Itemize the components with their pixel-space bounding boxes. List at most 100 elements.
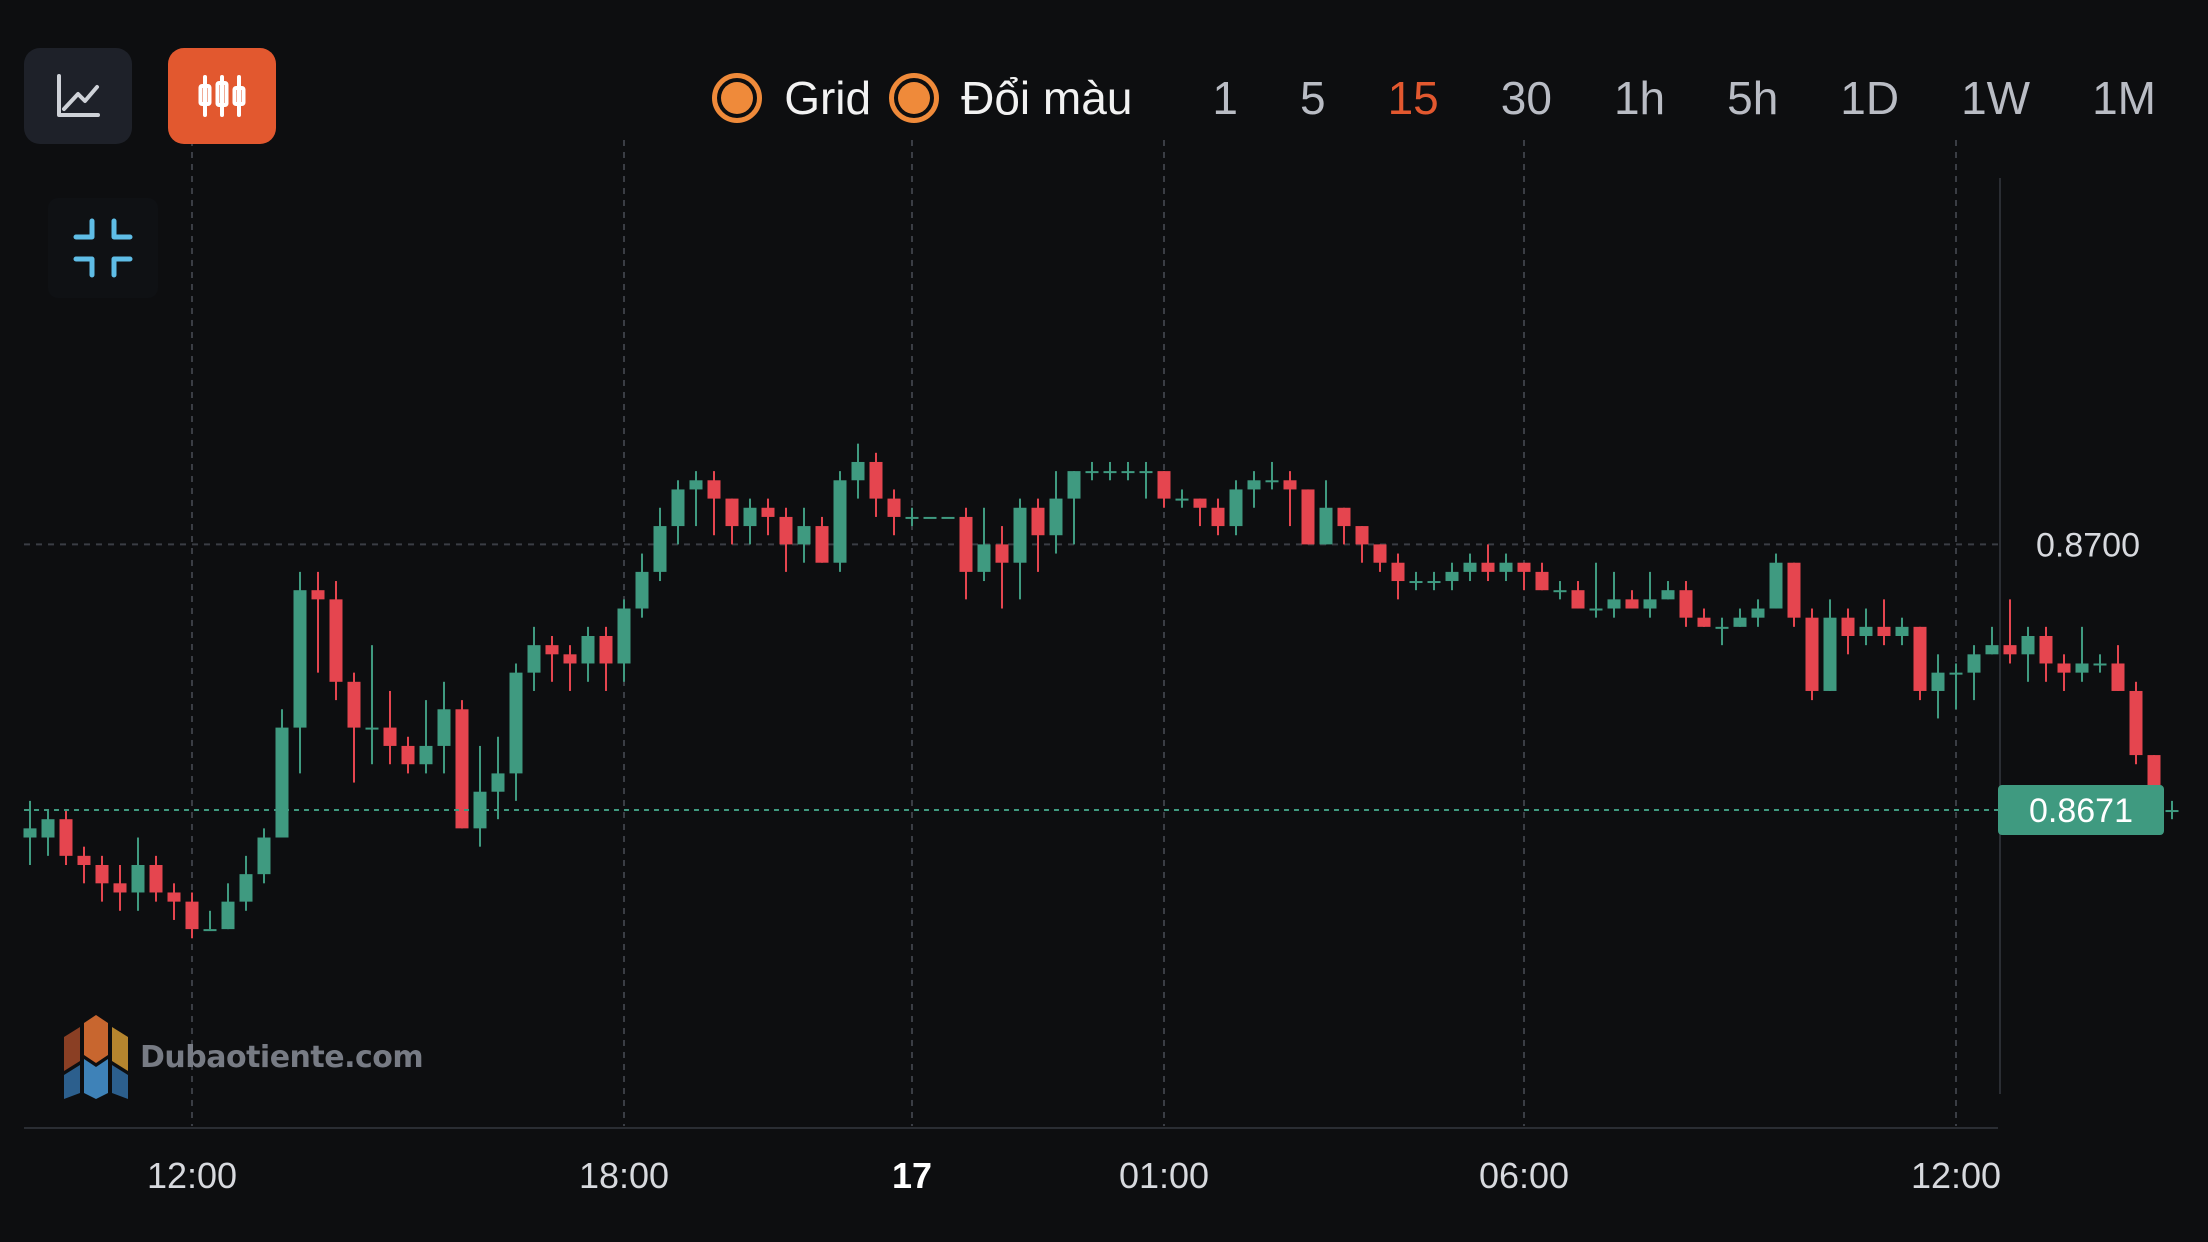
candle-body (1643, 599, 1657, 609)
candle (1229, 480, 1243, 536)
candle-body (851, 461, 865, 481)
candle-body (1715, 626, 1729, 629)
candle (977, 507, 991, 582)
candle (311, 571, 325, 673)
candle-body (599, 636, 613, 664)
timeframe-5[interactable]: 5 (1300, 72, 1326, 124)
x-axis-labels: 12:00 18:00 17 01:00 06:00 12:00 (147, 1155, 2001, 1196)
candle-body (1481, 562, 1495, 572)
candle (1913, 626, 1927, 701)
candle (1571, 581, 1585, 609)
timeframe-1h[interactable]: 1h (1613, 72, 1666, 124)
candle (1337, 507, 1351, 545)
timeframe-5h[interactable]: 5h (1727, 72, 1779, 124)
candle-body (311, 590, 325, 600)
candle-body (2075, 663, 2089, 673)
candle (1931, 654, 1945, 719)
candlestick-button[interactable] (168, 48, 276, 144)
candle (1319, 480, 1333, 545)
candle-body (419, 745, 433, 765)
candle-body (1409, 581, 1423, 584)
candle (1985, 626, 1999, 655)
candle (1787, 562, 1801, 627)
candle-body (1859, 626, 1873, 636)
candle (347, 672, 361, 783)
candle-body (293, 590, 307, 728)
candle (1175, 489, 1189, 508)
color-toggle[interactable]: Đổi màu (889, 71, 1132, 125)
candle-body (1913, 626, 1927, 691)
candle (797, 507, 811, 563)
candle-body (329, 599, 343, 682)
x-tick-label: 12:00 (147, 1155, 237, 1196)
candle-body (41, 819, 55, 838)
candle (851, 443, 865, 499)
candle-body (1103, 471, 1117, 474)
chart-grid (24, 140, 1998, 1126)
candle-body (1463, 562, 1477, 572)
candle (167, 883, 181, 920)
candle-body (563, 654, 577, 664)
x-tick-label: 06:00 (1479, 1155, 1569, 1196)
color-label: Đổi màu (961, 72, 1133, 124)
candle (1247, 471, 1261, 508)
candle (1283, 471, 1297, 527)
candle (293, 571, 307, 774)
candle (941, 516, 955, 519)
timeframe-30[interactable]: 30 (1500, 72, 1552, 124)
candle-body (1121, 471, 1135, 474)
candle-body (1895, 626, 1909, 636)
candle (1103, 461, 1117, 481)
timeframe-1d[interactable]: 1D (1840, 72, 1900, 124)
timeframe-1m[interactable]: 1M (2092, 72, 2156, 124)
candle (725, 498, 739, 545)
timeframe-1w[interactable]: 1W (1961, 72, 2031, 124)
collapse-button[interactable] (48, 198, 158, 298)
y-tick-label: 0.8700 (2036, 526, 2140, 564)
candle-body (1877, 626, 1891, 636)
candle (1535, 562, 1549, 591)
candle (1427, 571, 1441, 591)
candle-body (1553, 590, 1567, 593)
candle-body (743, 507, 757, 527)
grid-toggle[interactable]: Grid (712, 71, 871, 125)
candle (1553, 581, 1567, 600)
candle (275, 709, 289, 838)
candle (2111, 645, 2125, 691)
candle-body (95, 865, 109, 884)
candle-body (455, 709, 469, 829)
candle (2039, 626, 2053, 682)
candle (1697, 608, 1711, 627)
candlestick-icon (198, 75, 246, 117)
candle (2021, 626, 2035, 682)
candle (1589, 562, 1603, 618)
candle-body (833, 480, 847, 563)
collapse-icon (73, 218, 133, 278)
candle (1607, 571, 1621, 618)
current-price-tag: 0.8671 (24, 785, 2164, 836)
candle (1373, 544, 1387, 572)
candle (419, 700, 433, 774)
candle-body (1319, 507, 1333, 545)
candle-body (545, 645, 559, 655)
timeframe-15[interactable]: 15 (1387, 72, 1439, 124)
line-chart-button[interactable] (24, 48, 132, 144)
candle (1157, 471, 1171, 508)
x-tick-label: 12:00 (1911, 1155, 2001, 1196)
candle (761, 498, 775, 536)
candle (1643, 571, 1657, 618)
candle (2075, 626, 2089, 682)
candle-body (1427, 581, 1441, 584)
candle (203, 910, 217, 932)
candle (815, 516, 829, 563)
candle (149, 855, 163, 902)
candle (689, 471, 703, 527)
candle-body (1157, 471, 1171, 499)
candle-body (509, 672, 523, 774)
candle-body (1211, 507, 1225, 527)
candle (1085, 461, 1099, 481)
timeframe-1[interactable]: 1 (1212, 72, 1238, 124)
candle-body (1931, 672, 1945, 691)
candle-body (1013, 507, 1027, 563)
